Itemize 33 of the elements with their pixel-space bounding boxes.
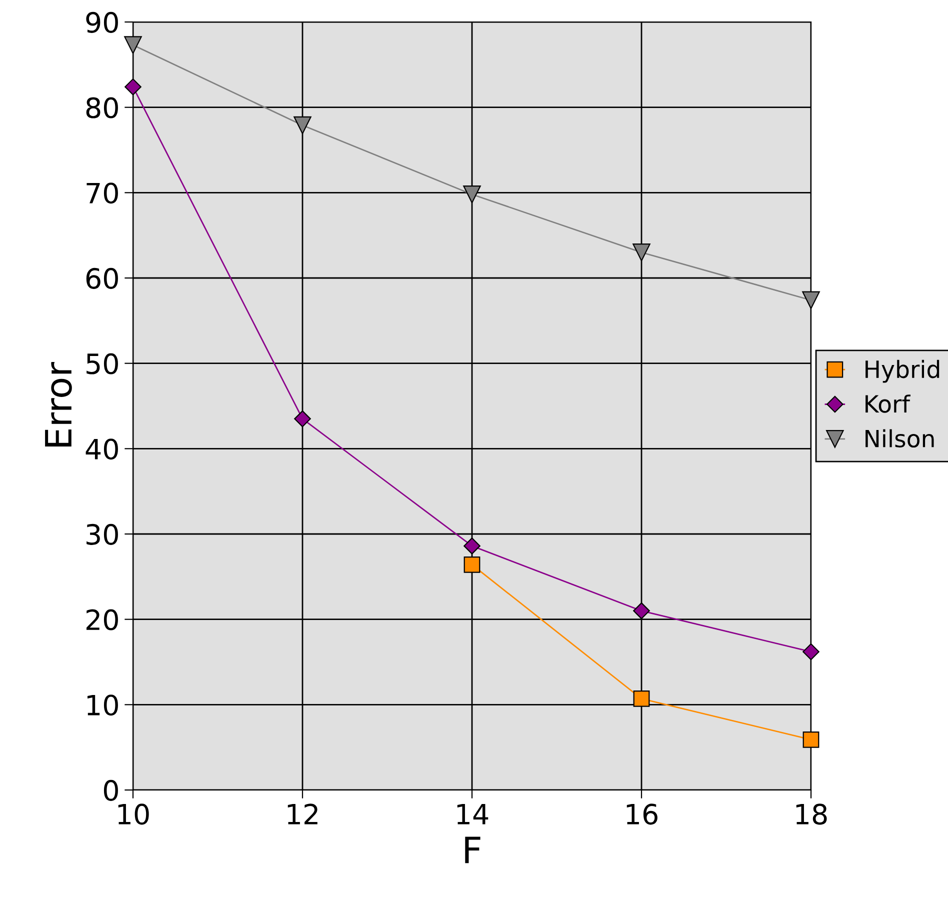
x-axis-title: F xyxy=(465,836,480,864)
x-tick-label: 14 xyxy=(457,804,488,824)
y-tick-label: 0 xyxy=(104,780,118,801)
point xyxy=(464,556,480,573)
point xyxy=(802,291,820,310)
point xyxy=(124,78,142,96)
legend-label: Nilson xyxy=(866,429,934,448)
point xyxy=(633,602,650,620)
y-tick-label: 30 xyxy=(86,524,118,545)
y-tick-label: 10 xyxy=(88,694,118,716)
y-tick-label: 60 xyxy=(86,268,118,289)
y-tick-label: 20 xyxy=(86,609,118,630)
point xyxy=(294,116,312,134)
x-tick-label: 10 xyxy=(118,804,149,825)
y-tick-label: 40 xyxy=(86,438,118,460)
x-tick-label: 12 xyxy=(288,804,318,824)
y-tick-label: 80 xyxy=(86,97,118,118)
y-tick-label: 90 xyxy=(86,12,118,33)
y-tick-label: 50 xyxy=(86,353,118,374)
point xyxy=(124,36,142,54)
point xyxy=(294,410,311,428)
legend-label: Hybrid xyxy=(866,360,940,383)
x-tick-label: 18 xyxy=(796,804,827,825)
point xyxy=(464,538,480,554)
point xyxy=(463,185,481,204)
point xyxy=(633,690,650,707)
legend-label: Korf xyxy=(866,394,910,413)
y-tick-label: 70 xyxy=(86,182,118,204)
x-tick-label: 16 xyxy=(626,804,658,825)
point xyxy=(802,731,820,748)
point xyxy=(632,244,650,262)
point xyxy=(802,643,820,660)
y-axis-title: Error xyxy=(45,362,72,446)
